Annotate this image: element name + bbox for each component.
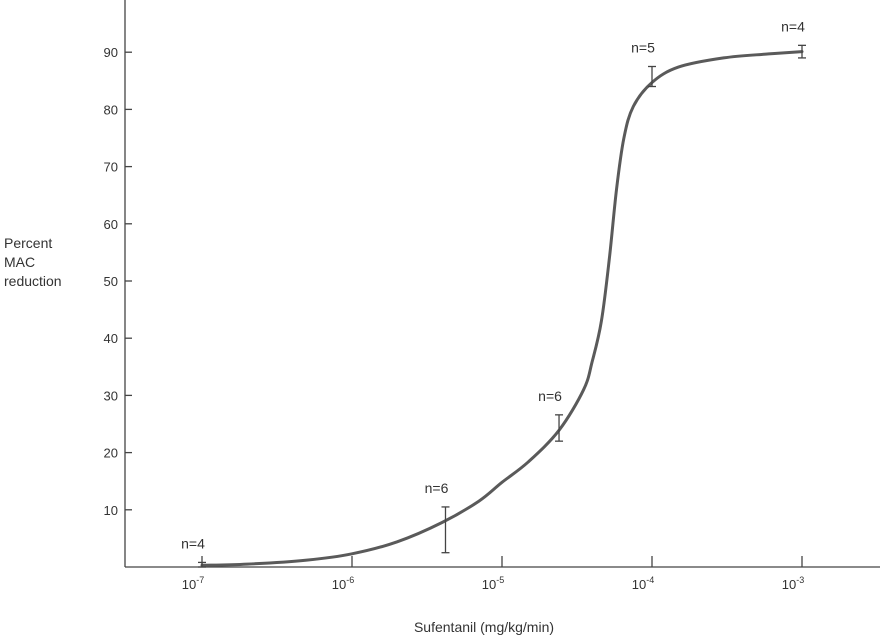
y-axis-label-line: MAC bbox=[4, 254, 36, 270]
sample-size-label: n=4 bbox=[781, 18, 805, 34]
data-points: n=4 n=6 n=6 n=5 n=4 bbox=[181, 18, 806, 568]
x-axis-label: Sufentanil (mg/kg/min) bbox=[413, 619, 555, 635]
y-tick-label: 70 bbox=[104, 160, 118, 175]
y-tick-label: 20 bbox=[104, 446, 118, 461]
sample-size-label: n=4 bbox=[181, 535, 205, 551]
y-tick-label: 40 bbox=[104, 331, 118, 346]
x-axis-ticks: 10-7 10-6 10-5 10-4 10-3 bbox=[182, 556, 804, 592]
y-axis-label-line: Percent bbox=[4, 235, 53, 251]
dose-response-curve bbox=[200, 50, 804, 567]
sample-size-label: n=6 bbox=[425, 480, 449, 496]
x-tick-label: 10-7 bbox=[182, 575, 204, 592]
sample-size-label: n=6 bbox=[538, 388, 562, 404]
y-tick-label: 90 bbox=[104, 45, 118, 60]
data-point: n=4 bbox=[181, 535, 206, 568]
data-point: n=6 bbox=[425, 480, 450, 554]
y-axis-label-line: reduction bbox=[4, 273, 62, 289]
data-point: n=5 bbox=[631, 40, 656, 88]
y-tick-label: 30 bbox=[104, 388, 118, 403]
x-tick-label: 10-4 bbox=[632, 575, 654, 592]
y-axis-ticks: 10 20 30 40 50 60 70 80 90 bbox=[104, 45, 132, 518]
y-tick-label: 60 bbox=[104, 217, 118, 232]
x-tick-label: 10-6 bbox=[332, 575, 354, 592]
y-axis-label: Percent MAC reduction bbox=[4, 234, 62, 291]
y-tick-label: 10 bbox=[104, 503, 118, 518]
data-point: n=6 bbox=[538, 388, 564, 442]
x-tick-label: 10-3 bbox=[782, 575, 804, 592]
sample-size-label: n=5 bbox=[631, 40, 655, 56]
y-tick-label: 80 bbox=[104, 102, 118, 117]
y-tick-label: 50 bbox=[104, 274, 118, 289]
x-tick-label: 10-5 bbox=[482, 575, 504, 592]
data-point: n=4 bbox=[781, 18, 806, 59]
